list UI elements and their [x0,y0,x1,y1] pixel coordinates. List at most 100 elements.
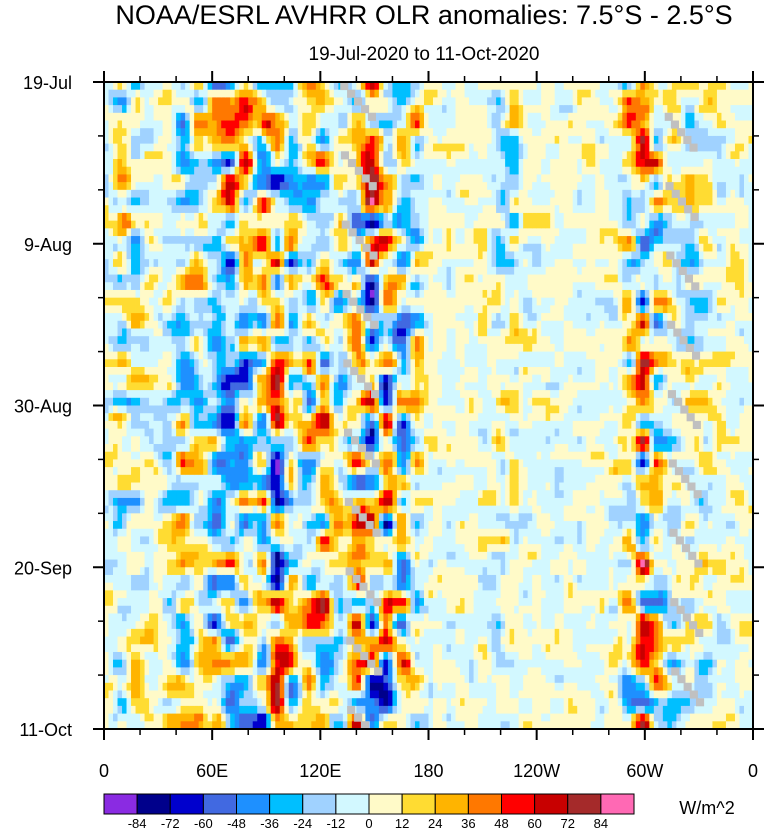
heatmap-cell [288,351,294,360]
heatmap-cell [338,205,344,214]
heatmap-cell [198,236,204,245]
heatmap-cell [288,413,294,422]
heatmap-cell [117,382,123,391]
heatmap-cell [324,598,330,607]
heatmap-cell [275,613,281,622]
heatmap-cell [270,166,276,175]
heatmap-cell [180,574,186,584]
heatmap-cell [315,159,321,168]
heatmap-cell [230,282,236,291]
heatmap-cell [315,228,321,237]
heatmap-cell [261,605,267,614]
heatmap-cell [203,274,209,283]
heatmap-cell [212,490,218,499]
heatmap-cell [126,698,132,707]
heatmap-cell [194,382,200,391]
heatmap-cell [351,336,357,345]
heatmap-cell [279,420,285,429]
heatmap-cell [329,405,335,414]
heatmap-cell [212,128,218,137]
heatmap-cell [171,328,177,337]
heatmap-cell [329,675,335,684]
heatmap-cell [315,120,321,129]
heatmap-cell [216,444,222,453]
heatmap-cell [135,605,141,614]
heatmap-cell [135,274,141,283]
heatmap-cell [144,574,150,584]
heatmap-cell [284,582,290,591]
heatmap-cell [261,189,267,198]
heatmap-cell [158,166,163,175]
heatmap-cell [275,505,281,514]
heatmap-cell [351,205,357,214]
heatmap-cell [261,559,267,568]
heatmap-cell [113,536,118,545]
heatmap-cell [275,705,281,714]
heatmap-cell [167,105,173,114]
heatmap-cell [234,467,240,476]
heatmap-cell [252,97,258,106]
heatmap-cell [230,159,236,168]
heatmap-cell [365,567,371,576]
heatmap-cell [185,359,191,368]
heatmap-cell [365,282,371,291]
heatmap-cell [216,289,222,299]
heatmap-cell [216,590,222,599]
heatmap-cell [342,613,348,622]
heatmap-cell [324,613,330,622]
heatmap-cell [324,682,330,691]
heatmap-cell [243,405,249,414]
heatmap-cell [131,159,136,168]
heatmap-cell [288,266,294,275]
heatmap-cell [135,644,141,653]
heatmap-cell [275,451,281,460]
heatmap-cell [185,667,191,676]
heatmap-cell [126,420,132,429]
heatmap-cell [365,182,371,191]
heatmap-cell [302,428,308,437]
heatmap-cell [261,474,267,483]
heatmap-cell [140,497,145,507]
heatmap-cell [149,605,154,614]
heatmap-cell [261,143,267,152]
heatmap-cell [302,120,308,129]
heatmap-cell [234,313,240,322]
heatmap-cell [356,651,362,661]
heatmap-cell [149,220,154,229]
heatmap-cell [338,582,344,591]
heatmap-cell [284,713,290,722]
heatmap-cell [239,228,245,237]
heatmap-cell [293,474,299,483]
heatmap-cell [261,82,267,91]
heatmap-cell [198,251,204,260]
heatmap-cell [234,328,240,337]
heatmap-cell [144,266,150,275]
heatmap-cell [288,428,294,437]
heatmap-cell [203,97,209,106]
heatmap-cell [108,705,114,714]
heatmap-cell [180,205,186,214]
heatmap-cell [189,182,195,191]
heatmap-cell [180,713,186,722]
heatmap-cell [104,366,109,376]
heatmap-cell [162,690,168,699]
heatmap-cell [297,551,303,560]
heatmap-cell [225,159,231,168]
heatmap-cell [194,544,200,553]
heatmap-cell [189,628,195,637]
heatmap-cell [180,551,186,560]
heatmap-cell [279,590,285,599]
heatmap-cell [189,166,195,175]
heatmap-cell [342,651,348,661]
heatmap-cell [270,236,276,245]
heatmap-cell [306,574,312,584]
heatmap-cell [180,182,186,191]
heatmap-cell [342,390,348,399]
heatmap-cell [333,675,339,684]
heatmap-cell [257,490,263,499]
heatmap-cell [302,182,308,191]
heatmap-cell [117,521,123,530]
heatmap-cell [324,559,330,568]
heatmap-cell [207,451,213,460]
heatmap-cell [284,544,290,553]
